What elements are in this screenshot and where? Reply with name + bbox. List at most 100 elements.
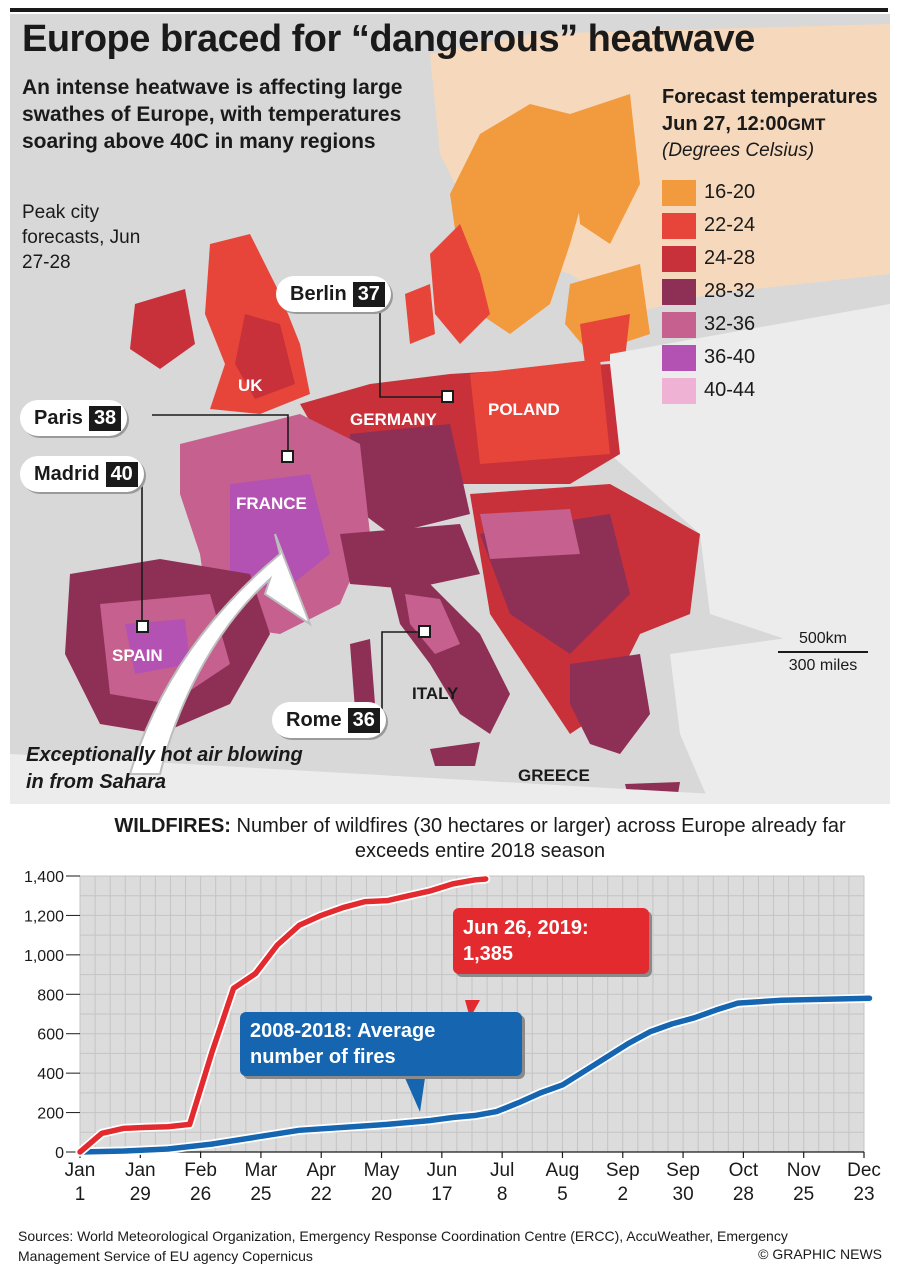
label-france: FRANCE [236, 494, 307, 513]
land-africa [10, 754, 890, 804]
y-tick-label: 800 [37, 987, 64, 1004]
y-tick-label: 1,400 [24, 869, 64, 886]
land-alps [340, 524, 480, 589]
legend-title-suffix: GMT [787, 115, 826, 134]
chart-heading: WILDFIRES: Number of wildfires (30 hecta… [100, 814, 860, 864]
chart-heading-text: Number of wildfires (30 hectares or larg… [230, 815, 846, 862]
legend-item: 24-28 [662, 242, 892, 275]
x-tick-label: Jul 8 [490, 1160, 514, 1205]
city-name: Rome [286, 708, 342, 731]
scale-line [778, 651, 868, 653]
legend-swatch [662, 278, 696, 305]
x-tick-label: Feb 26 [184, 1160, 217, 1205]
city-name: Paris [34, 406, 83, 429]
paris-marker [281, 450, 294, 463]
heat-map-panel: UK GERMANY POLAND FRANCE SPAIN ITALY GRE… [10, 14, 890, 804]
legend-label: 32-36 [704, 313, 756, 335]
sahara-wind-arrow [128, 533, 313, 775]
x-tick-label: Jun 17 [427, 1160, 458, 1205]
callout-rome: Rome 36 [272, 702, 386, 738]
legend-swatch [662, 311, 696, 338]
label-poland: POLAND [488, 400, 560, 419]
land-finland-orange [570, 94, 640, 244]
legend-swatch [662, 245, 696, 272]
scale-km: 500km [798, 630, 848, 647]
city-temp: 38 [88, 405, 122, 431]
legend-item: 36-40 [662, 341, 892, 374]
legend-item: 32-36 [662, 308, 892, 341]
y-tick-label: 1,000 [24, 948, 64, 965]
legend-unit: (Degrees Celsius) [662, 140, 815, 161]
legend-item: 22-24 [662, 209, 892, 242]
land-turkey [670, 624, 890, 804]
madrid-marker [136, 620, 149, 633]
map-scale-bar: 500km 300 miles [778, 630, 868, 675]
legend-swatch [662, 212, 696, 239]
land-france-hot [230, 474, 330, 594]
legend-label: 16-20 [704, 181, 756, 203]
legend-label: 24-28 [704, 247, 756, 269]
city-name: Madrid [34, 462, 100, 485]
series-label-2019: Jun 26, 2019: 1,385 [453, 908, 649, 974]
land-greece [570, 654, 650, 754]
rome-leader [381, 631, 419, 718]
x-tick-label: May 20 [364, 1160, 400, 1205]
land-italy-hot [405, 594, 460, 654]
rome-marker [418, 625, 431, 638]
x-tick-label: Apr 22 [306, 1160, 336, 1205]
land-denmark [405, 284, 435, 344]
scale-miles: 300 miles [788, 657, 858, 674]
callout-berlin: Berlin 37 [276, 276, 391, 312]
legend-title-text: Forecast temperatures Jun 27, 12:00 [662, 86, 878, 135]
legend-label: 22-24 [704, 214, 756, 236]
x-tick-label: Dec 23 [847, 1160, 881, 1205]
land-hungary-pink [480, 509, 580, 559]
city-temp: 40 [105, 461, 138, 487]
chart-heading-lead: WILDFIRES: [114, 815, 231, 837]
legend-title: Forecast temperatures Jun 27, 12:00GMT [662, 84, 892, 138]
berlin-leader [379, 304, 442, 398]
city-temp: 37 [352, 281, 385, 307]
credit: © GRAPHIC NEWS [758, 1246, 882, 1262]
land-uk-inner [235, 314, 295, 399]
x-tick-label: Sep 2 [606, 1160, 640, 1205]
chart-series [75, 874, 874, 1157]
y-tick-label: 0 [55, 1145, 64, 1162]
series-line [77, 876, 489, 1155]
legend-label: 36-40 [704, 346, 756, 368]
sahara-note: Exceptionally hot air blowing in from Sa… [26, 744, 303, 793]
legend-swatch [662, 377, 696, 404]
x-tick-label: Oct 28 [729, 1160, 759, 1205]
sources-footer: Sources: World Meteorological Organizati… [18, 1228, 788, 1264]
chart-y-axis: 0 200 400 600 800 1,000 1,200 1,400 [24, 869, 80, 1162]
page-title: Europe braced for “dangerous” heatwave [22, 18, 755, 60]
peak-city-label: Peak city forecasts, Jun 27-28 [22, 202, 141, 273]
blue-label-pointer [405, 1078, 425, 1112]
land-sicily [430, 742, 480, 766]
series-label-average: 2008-2018: Average number of fires [240, 1012, 522, 1076]
series-line [77, 995, 873, 1155]
label-spain: SPAIN [112, 646, 163, 665]
x-tick-label: Aug 5 [546, 1160, 580, 1205]
y-tick-label: 400 [37, 1066, 64, 1083]
callout-paris: Paris 38 [20, 400, 128, 436]
x-tick-label: Nov 25 [787, 1160, 821, 1205]
label-italy: ITALY [412, 684, 459, 703]
land-norway-red [430, 224, 490, 344]
legend-swatch [662, 179, 696, 206]
land-sweden-orange [450, 104, 590, 334]
land-baltics-red [580, 314, 630, 364]
top-rule [10, 8, 888, 12]
legend-label: 28-32 [704, 280, 756, 302]
europe-heat-map [10, 24, 890, 804]
x-tick-label: Jan 1 [65, 1160, 96, 1205]
label-uk: UK [238, 376, 263, 395]
land-germany-dark [350, 424, 470, 534]
land-poland-red [470, 359, 610, 464]
temperature-legend: Forecast temperatures Jun 27, 12:00GMT (… [662, 84, 892, 407]
callout-madrid: Madrid 40 [20, 456, 144, 492]
x-tick-label: Jan 29 [125, 1160, 156, 1205]
legend-item: 16-20 [662, 176, 892, 209]
x-tick-label: Mar 25 [245, 1160, 278, 1205]
